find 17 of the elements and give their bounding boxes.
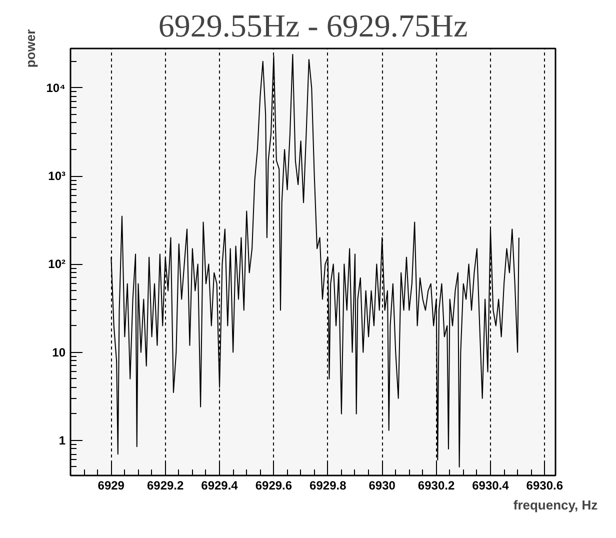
x-tick-label: 6930.2 (418, 478, 455, 492)
x-axis-title: frequency, Hz (513, 498, 598, 512)
y-tick-label: 1 (58, 433, 66, 448)
x-tick-label: 6929.8 (310, 478, 347, 492)
y-tick-label: 10⁴ (46, 80, 66, 95)
x-tick-label: 6930.4 (472, 478, 510, 492)
x-tick-label: 6929.2 (146, 478, 184, 492)
y-axis-title: power (23, 29, 38, 68)
x-tick-label: 6930.6 (526, 478, 564, 492)
y-tick-label: 10³ (48, 169, 66, 184)
x-tick-label: 6929 (98, 478, 125, 492)
x-tick-label: 6929.4 (201, 478, 238, 492)
x-tick-label: 6930 (368, 478, 396, 492)
y-tick-label: 10 (52, 345, 66, 360)
y-tick-label: 10² (48, 257, 66, 272)
chart-title: 6929.55Hz - 6929.75Hz (158, 8, 468, 44)
x-tick-label: 6929.6 (255, 478, 292, 492)
